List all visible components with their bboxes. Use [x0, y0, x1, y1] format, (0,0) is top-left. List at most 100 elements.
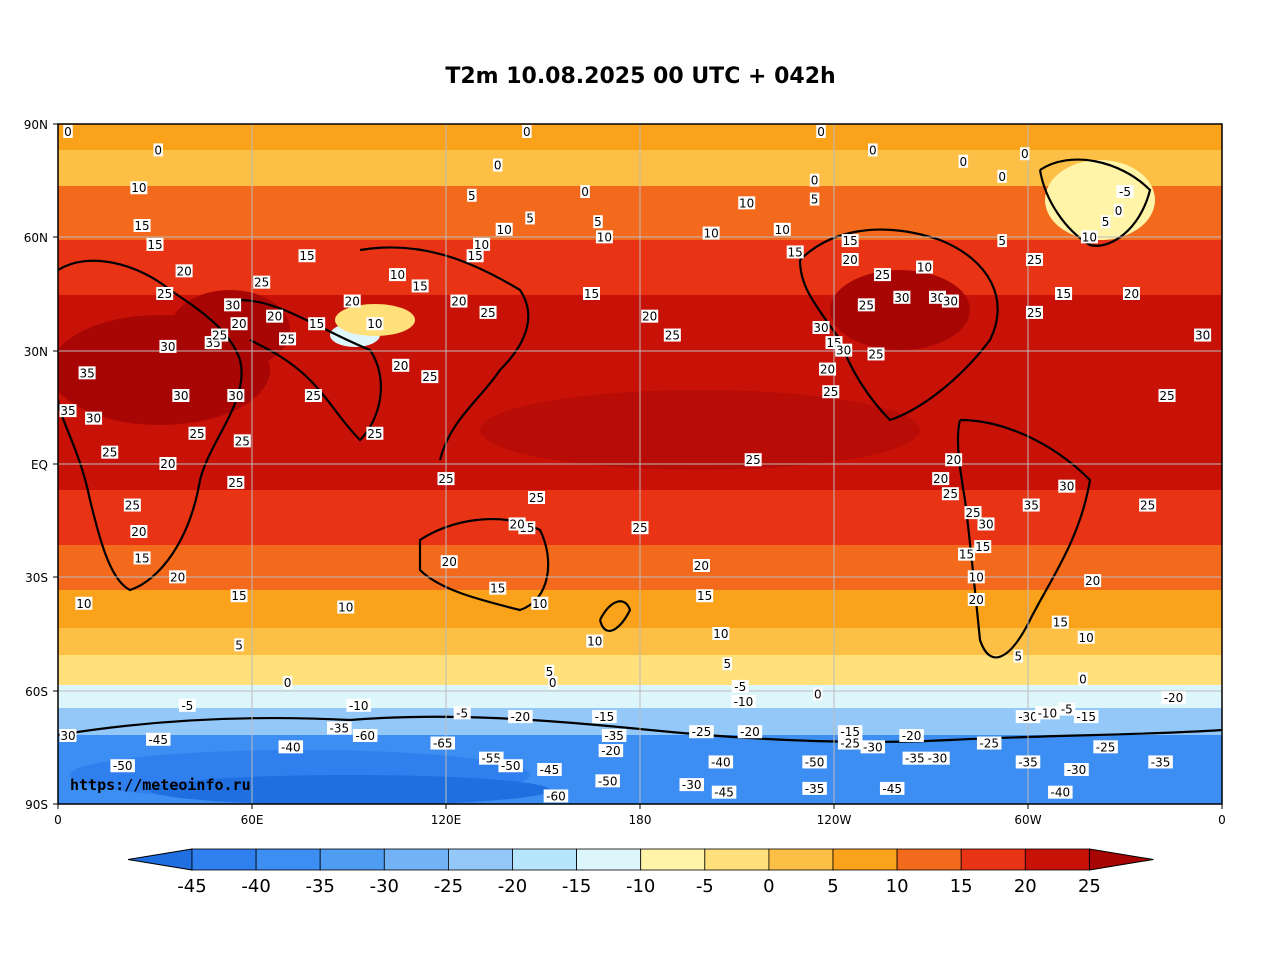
contour-label-bg	[304, 389, 322, 402]
contour-label-bg	[689, 725, 714, 739]
contour-label: -5	[456, 706, 468, 720]
contour-label-bg	[489, 581, 507, 595]
contour-label: -35	[1018, 755, 1038, 769]
contour-label-bg	[227, 389, 245, 402]
contour-label: -20	[902, 729, 922, 743]
contour-label-bg	[543, 789, 569, 803]
contour-label-bg	[230, 589, 248, 603]
contour-label: 25	[480, 306, 495, 320]
colorbar-segment	[255, 848, 321, 871]
contour-label-bg	[531, 596, 549, 610]
contour-label: -5	[181, 699, 193, 713]
contour-label-bg	[841, 234, 859, 248]
contour-label-bg	[253, 275, 271, 289]
contour-label-bg	[450, 294, 468, 308]
contour-label-bg	[941, 294, 959, 308]
lon-tick: 120W	[817, 813, 852, 827]
contour-label-bg	[188, 426, 206, 440]
contour-label: 20	[1085, 574, 1100, 588]
contour-label-bg	[893, 290, 911, 304]
contour-label: 0	[1021, 147, 1029, 161]
contour-label-bg	[641, 309, 659, 323]
contour-label-bg	[816, 125, 826, 138]
contour-label: 0	[549, 676, 557, 690]
contour-label-bg	[366, 426, 384, 440]
colorbar-tick-label: -20	[498, 876, 527, 897]
contour-label: 15	[299, 249, 314, 263]
contour-label: 10	[917, 261, 932, 275]
contour-label-bg	[145, 732, 171, 746]
contour-label: 5	[526, 211, 534, 225]
contour-label-bg	[1158, 389, 1176, 402]
contour-label: -50	[113, 759, 133, 773]
contour-label: 25	[254, 276, 269, 290]
contour-label: 25	[632, 521, 647, 535]
contour-label: 25	[868, 347, 883, 361]
contour-label: 30	[60, 729, 75, 743]
contour-label-bg	[997, 234, 1007, 248]
contour-label-bg	[473, 237, 491, 251]
contour-label-bg	[744, 453, 762, 467]
contour-label: 5	[1014, 650, 1022, 664]
contour-label-bg	[958, 547, 976, 561]
contour-label-bg	[467, 188, 477, 202]
contour-label-bg	[130, 525, 148, 538]
contour-label-bg	[411, 279, 429, 293]
contour-label: 20	[946, 453, 961, 467]
contour-label: -5	[1119, 185, 1131, 199]
colorbar-segment	[576, 848, 642, 871]
contour-label-bg	[537, 763, 562, 776]
contour-label-bg	[1058, 479, 1076, 493]
contour-label: 10	[587, 635, 602, 649]
contour-label-bg	[1055, 287, 1073, 300]
contour-label-bg	[868, 143, 878, 157]
contour-label-bg	[266, 309, 284, 323]
contour-label: 10	[597, 230, 612, 244]
contour-label-bg	[997, 169, 1007, 183]
contour-label: 0	[523, 125, 531, 139]
contour-label-bg	[731, 695, 756, 708]
contour-label: 0	[154, 143, 162, 157]
contour-label-bg	[224, 298, 242, 312]
contour-label: -45	[148, 733, 168, 747]
contour-label-bg	[479, 305, 497, 319]
contour-label-bg	[430, 736, 456, 750]
contour-label-bg	[544, 664, 555, 678]
contour-label: -5	[734, 680, 746, 694]
contour-label-bg	[508, 517, 526, 531]
colorbar-segment	[704, 848, 770, 871]
contour-label: 35	[60, 404, 75, 418]
lat-tick: 90N	[24, 118, 48, 132]
contour-label: -35	[905, 752, 925, 766]
contour-label: 5	[723, 657, 731, 671]
contour-label-bg	[392, 358, 410, 372]
contour-label-bg	[498, 759, 523, 773]
lat-tick: 90S	[25, 798, 48, 812]
contour-label-bg	[860, 740, 886, 754]
contour-label-bg	[495, 222, 513, 236]
contour-label-bg	[1100, 215, 1111, 229]
contour-label-bg	[101, 445, 119, 459]
contour-label-bg	[159, 457, 177, 470]
contour-label: -15	[840, 725, 860, 739]
colorbar-tick-label: -10	[626, 876, 655, 897]
contour-label: 25	[280, 332, 295, 346]
contour-label-bg	[234, 638, 244, 652]
contour-label: 25	[665, 329, 680, 343]
contour-label: 15	[788, 245, 803, 259]
contour-label-bg	[159, 339, 177, 353]
contour-label: -55	[481, 752, 501, 766]
contour-label: -20	[1164, 691, 1184, 705]
contour-label: 5	[1102, 215, 1110, 229]
contour-label-bg	[528, 491, 546, 504]
contour-label: 25	[228, 476, 243, 490]
colorbar-tick-label: -15	[562, 876, 591, 897]
contour-label: 20	[451, 295, 466, 309]
contour-label-bg	[1020, 147, 1030, 161]
contour-label: 15	[147, 238, 162, 252]
contour-label-bg	[819, 362, 837, 376]
colorbar-segment	[960, 848, 1026, 871]
contour-label-bg	[1064, 763, 1089, 776]
hot-patch-north-america	[830, 270, 970, 350]
